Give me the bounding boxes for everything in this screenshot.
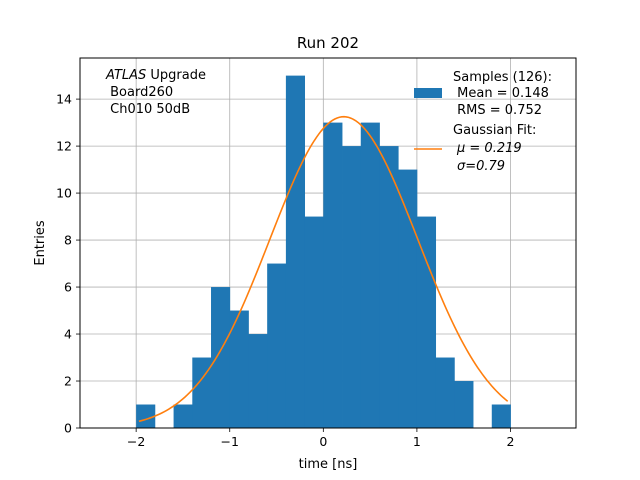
bars-layer [136,75,511,429]
y-tick-label: 12 [56,139,72,154]
chart-title: Run 202 [297,34,359,52]
histogram-bar [379,146,399,428]
histogram-bar [323,122,343,428]
legend-fit-line-1: Gaussian Fit: [453,123,536,138]
histogram-bar [192,357,212,428]
y-tick-label: 6 [64,280,72,295]
legend: Samples (126): Mean = 0.148 RMS = 0.752 … [414,70,552,174]
y-tick-label: 2 [64,374,72,389]
annotation-atlas: ATLAS [105,68,146,83]
x-tick-label: −2 [127,434,145,449]
histogram-bar [398,169,418,429]
histogram-bar [136,404,156,428]
annotation: ATLAS Upgrade Board260 Ch010 50dB [105,68,206,117]
histogram-bar [211,287,231,428]
gaussian-fit-line [138,115,509,423]
x-tick-label: 2 [507,434,515,449]
y-tick-label: 4 [64,327,72,342]
histogram-bar [304,216,324,428]
histogram-bar [173,404,193,428]
histogram-bar [267,263,287,428]
y-tick-label: 10 [56,186,72,201]
x-tick-label: 0 [319,434,327,449]
histogram-bar [285,75,306,428]
y-tick-label: 8 [64,233,72,248]
curve-layer [138,115,509,423]
y-axis-title: Entries [33,220,48,266]
x-tick-label: −1 [221,434,239,449]
y-tick-label: 0 [64,421,72,436]
annotation-line-1: ATLAS Upgrade [105,68,206,83]
annotation-upgrade: Upgrade [146,68,206,83]
legend-samples-line-3: RMS = 0.752 [453,103,542,118]
x-tick-label: 1 [413,434,421,449]
histogram-bar [416,216,437,428]
legend-fit-line-3: σ=0.79 [457,159,505,174]
histogram-bar [491,404,511,428]
legend-samples-line-1: Samples (126): [453,70,552,85]
x-axis-title: time [ns] [299,457,358,472]
plot-frame [79,57,577,429]
histogram-bar [229,310,249,428]
legend-fit-line-2: μ = 0.219 [456,141,522,156]
legend-handle-samples [414,88,442,98]
histogram-bar [248,334,268,428]
histogram-bar [454,381,474,428]
y-tick-label: 14 [56,92,72,107]
histogram-bar [435,357,455,428]
histogram-bar [342,146,362,428]
annotation-line-3: Ch010 50dB [106,102,190,117]
histogram-bar [360,122,380,428]
annotation-line-2: Board260 [106,85,173,100]
legend-samples-line-2: Mean = 0.148 [453,86,549,101]
